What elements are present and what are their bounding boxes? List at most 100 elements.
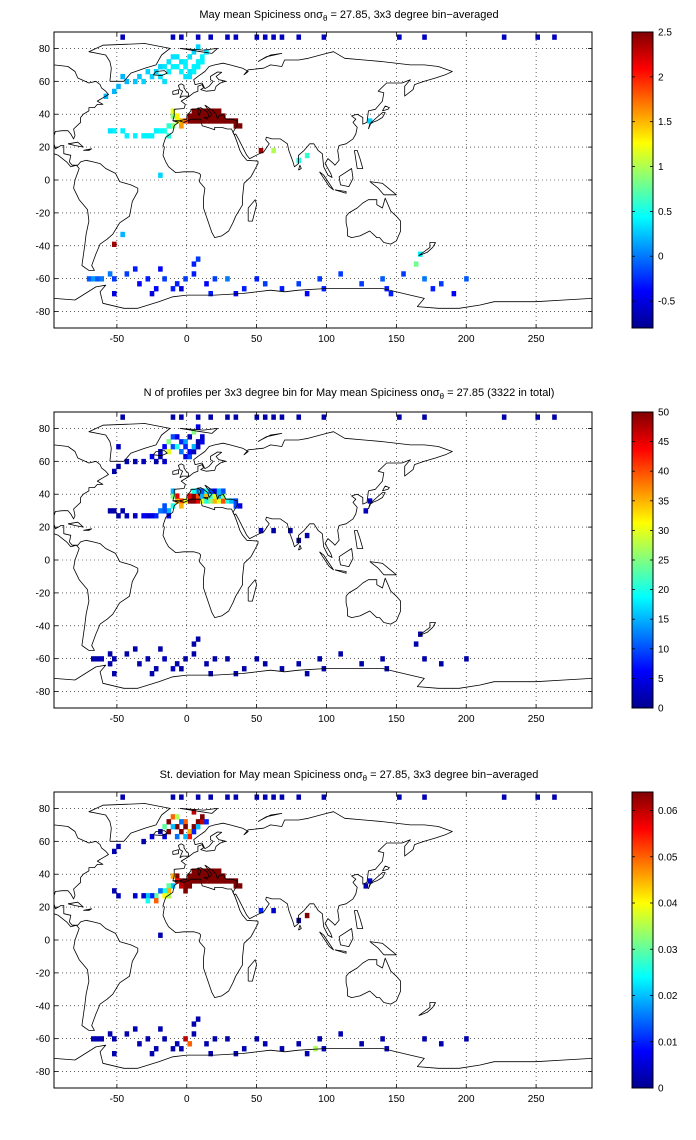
bin-cell [162, 458, 167, 465]
coastline [83, 528, 93, 531]
bin-cell [149, 73, 155, 80]
bin-cell [158, 646, 163, 652]
bin-cell [191, 1031, 197, 1037]
bin-cell [321, 34, 327, 40]
coastline [354, 530, 364, 549]
bin-cell [200, 113, 205, 119]
bin-cell [116, 444, 121, 450]
bin-cell [212, 113, 218, 119]
coastline [172, 51, 453, 178]
bin-cell [552, 34, 557, 40]
bin-cell [158, 172, 163, 178]
bin-cell [187, 449, 193, 455]
bin-cell [174, 444, 180, 450]
bin-cell [124, 133, 130, 139]
bin-cell [191, 108, 197, 114]
bin-cell [304, 152, 310, 159]
bin-cell [384, 666, 390, 672]
coastline [53, 284, 593, 309]
y-tick-label: -20 [36, 968, 51, 979]
panel-title: May mean Spiciness onσθ = 27.85, 3x3 deg… [199, 9, 498, 23]
panel-title: St. deviation for May mean Spiciness onσ… [160, 769, 539, 783]
bin-cell [204, 488, 209, 494]
bin-cell [363, 508, 369, 514]
y-tick-label: -80 [36, 1067, 51, 1078]
y-tick-label: 40 [39, 110, 51, 121]
bin-cell [137, 1041, 142, 1047]
y-tick-label: 80 [39, 804, 51, 815]
bin-cell [170, 64, 176, 70]
bin-cell [363, 883, 369, 889]
coastline [369, 561, 397, 576]
title-rest: = 27.85, 3x3 degree bin−averaged [327, 9, 498, 21]
bin-cell [212, 276, 218, 282]
bin-cell [438, 661, 444, 667]
bin-cell [132, 458, 138, 465]
bin-cell [111, 888, 117, 894]
bin-cell [388, 291, 394, 297]
bin-cell [132, 266, 138, 272]
bin-cell [220, 488, 226, 494]
bin-cell [187, 878, 193, 884]
bin-cell [183, 118, 188, 124]
bin-cell [99, 1036, 105, 1042]
title-sigma: σ [356, 769, 363, 781]
bin-cell [179, 414, 184, 420]
bin-cell [179, 118, 184, 124]
coastline [382, 865, 390, 872]
bin-cell [233, 794, 239, 800]
bin-cell [296, 281, 302, 287]
bin-cell [170, 414, 176, 420]
x-tick-label: 250 [528, 334, 545, 345]
coastline [368, 492, 386, 510]
coastline [152, 830, 168, 836]
coastline [179, 427, 218, 434]
bin-cell [183, 819, 188, 825]
bin-cell [237, 123, 243, 129]
bin-cell [195, 424, 201, 430]
bin-cell [183, 888, 188, 894]
bin-cell [120, 73, 125, 80]
bin-cell [200, 434, 205, 440]
bin-cell [271, 414, 276, 420]
bin-cell [241, 1046, 247, 1052]
colorbar-tick-label: 40 [658, 467, 670, 478]
x-tick-label: 250 [528, 1094, 545, 1105]
bin-cell [195, 819, 201, 825]
bin-cell [438, 281, 444, 287]
bin-cell [204, 498, 209, 504]
bin-cell [174, 814, 180, 820]
bin-cell [216, 108, 222, 114]
bin-cell [254, 414, 260, 420]
colorbar: 0 0.01 0.02 0.03 0.04 0.05 0.06 [631, 791, 678, 1095]
colorbar-tick-label: 0.5 [658, 207, 672, 218]
coastline [298, 164, 302, 171]
bin-cell [116, 513, 121, 519]
bin-cell [111, 1036, 117, 1042]
bin-cell [262, 414, 268, 420]
bin-cell [132, 133, 138, 139]
bin-cell [183, 439, 188, 445]
bin-cell [304, 912, 310, 919]
bin-cell [187, 118, 193, 124]
bin-cell [99, 276, 105, 282]
bin-cell [296, 661, 302, 667]
bin-cell [191, 64, 197, 70]
bin-cell [191, 113, 197, 119]
bin-cell [212, 108, 218, 114]
bin-cell [338, 1031, 343, 1037]
bin-cell [367, 498, 373, 504]
x-tick-label: 150 [388, 334, 405, 345]
bin-cell [262, 1041, 268, 1047]
bin-cell [296, 34, 302, 40]
bin-cell [304, 532, 310, 539]
bin-cell [195, 824, 201, 830]
colorbar-tick-label: 0.01 [658, 1037, 678, 1048]
bin-cell [174, 873, 180, 879]
bin-cell [170, 503, 176, 509]
bin-cell [296, 794, 302, 800]
x-tick-label: 150 [388, 714, 405, 725]
bin-cell [145, 133, 151, 139]
coastline [203, 497, 209, 500]
bin-cell [162, 64, 167, 70]
